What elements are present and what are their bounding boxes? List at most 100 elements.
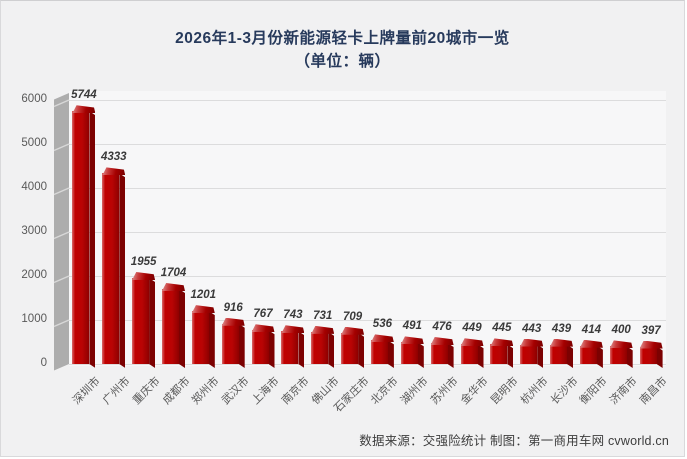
bar-value-label: 743 [283, 309, 303, 322]
chart-title-block: 2026年1-3月份新能源轻卡上牌量前20城市一览 （单位：辆） [1, 27, 684, 73]
bar-side-face [657, 347, 663, 369]
bar [609, 340, 634, 368]
bar-side-face [328, 332, 334, 368]
bar-value-label: 449 [462, 322, 482, 335]
y-tick-label: 0 [40, 357, 47, 369]
bar [162, 283, 186, 368]
bar [639, 340, 664, 369]
bar-top-cap [191, 305, 215, 314]
bar-front-face [72, 111, 90, 364]
bar-top-cap [609, 340, 633, 349]
bar-value-label: 1704 [160, 267, 187, 279]
bar [341, 326, 365, 368]
chart-title: 2026年1-3月份新能源轻卡上牌量前20城市一览 [175, 30, 510, 47]
bar-top-cap [400, 336, 424, 345]
bar-side-face [418, 342, 424, 368]
bar-top-cap [311, 325, 335, 334]
bar-side-face [627, 346, 633, 368]
bar [520, 338, 544, 369]
y-tick-label: 5000 [21, 137, 47, 149]
y-tick-label: 1000 [21, 313, 47, 325]
bar-side-face [209, 311, 215, 368]
bar-front-face [191, 311, 209, 364]
bar-side-face [448, 343, 454, 368]
bar-side-face [89, 111, 95, 368]
bar [430, 337, 455, 368]
bar-front-face [609, 346, 627, 364]
bar-front-face [341, 332, 359, 364]
bar-side-face [149, 278, 155, 368]
gridline [69, 232, 666, 233]
bar-value-label: 414 [581, 323, 601, 336]
chart-subtitle: （单位：辆） [294, 53, 391, 70]
bar-front-face [579, 345, 597, 364]
bar-top-cap [520, 338, 544, 347]
bar-value-label: 5744 [71, 89, 97, 102]
bar-value-label: 1955 [130, 256, 157, 268]
bar-value-label: 4333 [101, 151, 127, 164]
bar-value-label: 400 [611, 324, 631, 337]
y-tick-label: 6000 [21, 93, 47, 105]
bar-top-cap [132, 271, 156, 280]
bar-side-face [239, 324, 245, 368]
bar-front-face [162, 289, 179, 365]
bar-value-label: 709 [343, 310, 363, 323]
bar [281, 325, 305, 368]
bar-side-face [119, 173, 125, 368]
bar-value-label: 445 [492, 322, 512, 335]
bar-value-label: 731 [313, 309, 333, 322]
bar-top-cap [430, 337, 454, 346]
bar [370, 334, 395, 368]
gridline [69, 144, 666, 145]
bar-side-face [179, 289, 185, 368]
bar-front-face [639, 346, 657, 365]
y-tick-label: 2000 [21, 269, 47, 281]
bar [72, 105, 96, 368]
bar [490, 338, 514, 368]
gridline [69, 320, 666, 321]
bar-side-face [597, 346, 603, 368]
bar-side-face [298, 331, 304, 368]
bar-side-face [478, 344, 484, 368]
bar-front-face [460, 344, 478, 365]
bar-front-face [400, 342, 418, 364]
bar-value-label: 536 [372, 318, 392, 331]
bar [191, 305, 216, 368]
bar-top-cap [72, 105, 96, 114]
bar-front-face [520, 344, 538, 364]
bar-value-label: 1201 [190, 289, 217, 302]
bar [102, 167, 126, 368]
bar-top-cap [251, 324, 275, 333]
footer-credit: 数据来源：交强险统计 制图：第一商用车网 cvworld.cn [359, 434, 669, 448]
bar-side-face [567, 345, 573, 368]
bar-side-face [358, 333, 364, 368]
gridline [69, 364, 666, 365]
bar-value-label: 439 [551, 322, 572, 335]
bar-front-face [430, 343, 448, 364]
bar-top-cap [490, 338, 514, 347]
bar-top-cap [102, 167, 126, 176]
bar-front-face [311, 331, 329, 365]
bar-front-face [102, 173, 120, 365]
gridline [69, 276, 666, 277]
bar-value-label: 397 [641, 324, 661, 337]
bar-top-cap [221, 317, 245, 326]
bar-top-cap [281, 325, 305, 334]
bar-value-label: 767 [253, 308, 273, 321]
bar [311, 325, 335, 368]
bar [460, 338, 485, 368]
bar-value-label: 443 [522, 322, 542, 335]
bar-front-face [221, 323, 239, 364]
bar-front-face [550, 344, 567, 364]
bar-top-cap [579, 339, 603, 348]
bar-value-label: 491 [402, 320, 422, 333]
bar-value-label: 476 [432, 321, 452, 334]
bar-value-label: 916 [223, 301, 243, 314]
bar [400, 336, 425, 368]
bar-side-face [537, 345, 543, 369]
gridline [69, 100, 666, 101]
bar-front-face [281, 331, 299, 364]
bar-top-cap [639, 340, 663, 349]
